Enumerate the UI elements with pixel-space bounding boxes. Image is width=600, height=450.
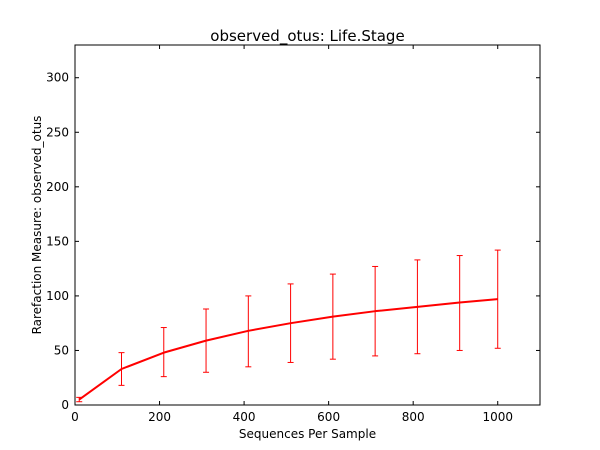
x-tick-label: 400 [233, 410, 256, 424]
x-tick-label: 0 [71, 410, 79, 424]
y-tick-label: 100 [46, 289, 69, 303]
x-tick-label: 1000 [482, 410, 513, 424]
y-tick-label: 300 [46, 71, 69, 85]
y-tick-label: 150 [46, 234, 69, 248]
chart-title: observed_otus: Life.Stage [210, 27, 404, 46]
x-tick-label: 600 [317, 410, 340, 424]
y-tick-label: 200 [46, 180, 69, 194]
axes-ticks: 0 200 400 600 800 1000 0 50 100 150 200 250 300 [46, 45, 540, 424]
x-axis-label: Sequences Per Sample [239, 427, 376, 441]
plot-frame [74, 44, 541, 406]
x-tick-label: 200 [148, 410, 171, 424]
x-tick-label: 800 [402, 410, 425, 424]
series-line [78, 298, 498, 401]
y-tick-label: 250 [46, 125, 69, 139]
plot-area [76, 249, 501, 403]
y-axis-label: Rarefaction Measure: observed_otus [30, 116, 44, 335]
y-tick-label: 0 [61, 398, 69, 412]
y-tick-label: 50 [54, 343, 69, 357]
